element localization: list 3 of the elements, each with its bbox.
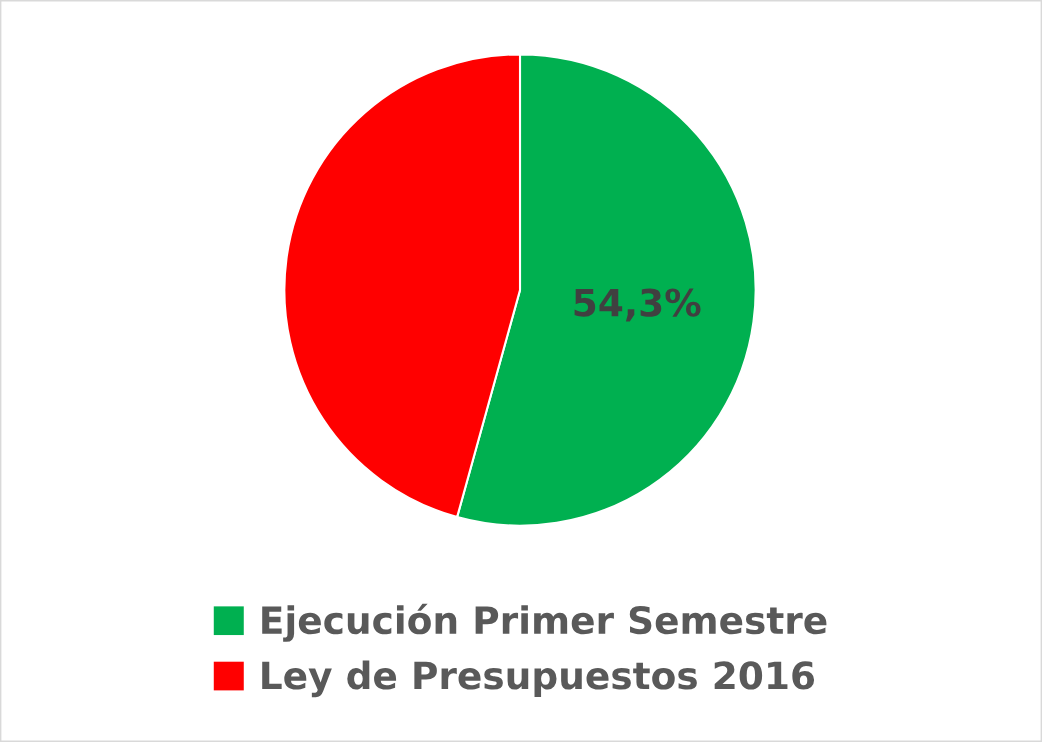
legend-label: Ejecución Primer Semestre [262,603,827,642]
legend-label: Ley de Presupuestos 2016 [262,660,815,698]
data-label: 54,3% [574,288,701,322]
